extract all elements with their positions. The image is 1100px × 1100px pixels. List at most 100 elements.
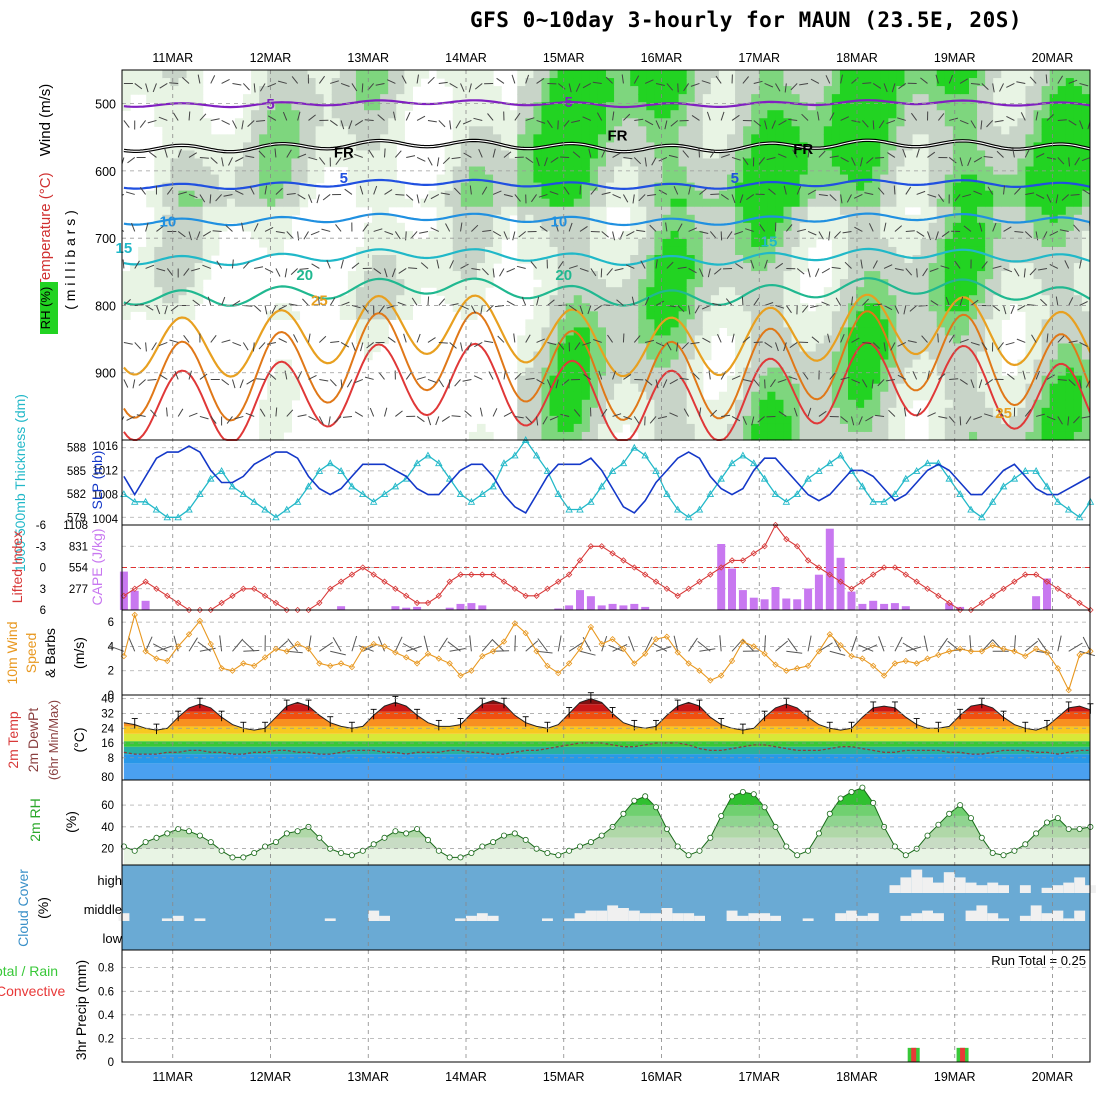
rh-cell <box>1025 118 1035 127</box>
rh-cell <box>1049 70 1059 79</box>
rh-cell <box>565 423 575 433</box>
rh-cell <box>985 102 994 111</box>
rh-cell <box>243 126 252 135</box>
wind-barb <box>828 231 831 241</box>
rh-cell <box>952 383 962 393</box>
wind-barb <box>394 150 402 158</box>
rh-cell <box>388 110 397 119</box>
rh-cell <box>993 311 1002 320</box>
rh-cell <box>130 70 139 79</box>
rh-cell <box>1065 182 1075 192</box>
rh-cell <box>573 431 583 441</box>
rh-cell <box>630 110 639 119</box>
rh-cell <box>662 415 672 425</box>
wind-barb <box>367 83 375 91</box>
rh-cell <box>194 182 204 192</box>
rh-cell <box>493 166 502 176</box>
rh-cell <box>993 118 1002 127</box>
rh-cell <box>493 102 502 111</box>
rh-cell <box>154 287 163 296</box>
rh-cell <box>775 158 785 168</box>
rh-cell <box>670 423 680 433</box>
rh-cell <box>960 327 970 337</box>
wind-barb <box>231 379 236 389</box>
rh-cell <box>573 343 583 353</box>
rh-cell <box>646 206 655 216</box>
rh-cell <box>839 206 849 216</box>
rh-cell <box>565 367 575 377</box>
rh-cell <box>718 150 728 160</box>
rh-cell <box>509 182 518 192</box>
rh-cell <box>952 158 962 168</box>
rh-cell <box>267 118 276 127</box>
rh-cell <box>460 150 470 160</box>
rh-cell <box>751 327 760 337</box>
rh-cell <box>839 246 849 256</box>
rh-cell <box>710 319 720 328</box>
rh-cell <box>630 415 639 425</box>
rh-cell <box>1065 263 1075 272</box>
rh-cell <box>178 110 188 119</box>
rh-cell <box>1025 126 1035 135</box>
rh-cell <box>960 407 970 417</box>
rh-cell <box>170 166 180 176</box>
rh-cell <box>856 182 865 192</box>
rh-cell <box>710 214 720 224</box>
rh-cell <box>985 287 994 296</box>
rh-cell <box>807 78 817 87</box>
rh-cell <box>380 230 389 240</box>
wind-barb <box>241 222 244 232</box>
rh-cell <box>743 399 752 409</box>
rh-cell <box>815 335 825 345</box>
rh-cell <box>815 78 825 87</box>
wind-barb <box>802 305 809 313</box>
rh-cell <box>670 246 680 256</box>
rh-cell <box>581 263 591 272</box>
rh-cell <box>1017 94 1027 103</box>
rh-cell <box>1065 118 1075 127</box>
rh-cell <box>1049 150 1059 160</box>
rh-cell <box>154 263 163 272</box>
rh-cell <box>581 391 591 401</box>
rh-cell <box>880 351 889 361</box>
rh-cell <box>154 166 163 176</box>
wind-barb <box>123 299 131 306</box>
rh-cell <box>178 255 188 264</box>
rh-cell <box>799 86 809 95</box>
rh-cell <box>702 134 712 143</box>
wind-barb <box>468 83 472 93</box>
wind-barb <box>290 268 298 275</box>
rh-cell <box>823 158 833 168</box>
rh-cell <box>888 142 897 152</box>
rh-cell <box>1057 303 1067 312</box>
rh-cell <box>549 206 559 216</box>
rh-cell <box>960 351 970 361</box>
rh-cell <box>952 287 962 296</box>
rh-cell <box>460 118 470 127</box>
rh-cell <box>509 110 518 119</box>
rh-cell <box>783 198 793 208</box>
rh-cell <box>1073 343 1083 353</box>
rh-cell <box>783 150 793 160</box>
rh-cell <box>751 303 760 312</box>
rh-cell <box>388 214 397 224</box>
rh-cell <box>202 198 212 208</box>
rh-cell <box>251 102 260 111</box>
rh-cell <box>985 319 994 328</box>
rh-cell <box>912 118 922 127</box>
rh-cell <box>936 255 946 264</box>
wind-barb <box>286 193 296 195</box>
rh-cell <box>856 383 865 393</box>
rh-cell <box>630 423 639 433</box>
rh-cell <box>904 359 914 369</box>
rh-cell <box>452 303 462 312</box>
rh-cell <box>936 198 946 208</box>
rh-cell <box>839 399 849 409</box>
rh-cell <box>936 367 946 377</box>
wind-barb <box>539 225 548 232</box>
wind-barb <box>536 416 539 426</box>
rh-cell <box>872 158 881 168</box>
rh-cell <box>888 431 897 441</box>
wind-barb <box>601 148 606 158</box>
rh-cell <box>848 383 857 393</box>
